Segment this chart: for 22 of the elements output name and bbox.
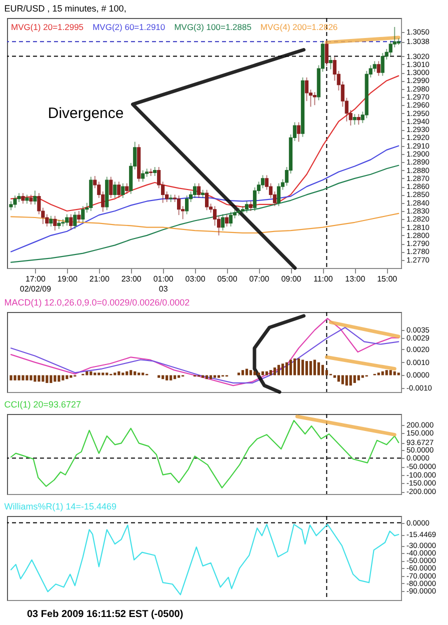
chart-title: EUR/USD , 15 minutes, # 100, — [4, 3, 126, 14]
x-tick-label: 05:00 — [217, 274, 238, 284]
x-tick-label: 03:00 — [185, 274, 206, 284]
x-tick-label: 21:00 — [89, 274, 110, 284]
text: MVG(1) 20=1.2995 — [11, 22, 84, 32]
chart-title: Williams%R(1) 14=-15.4469 — [4, 501, 117, 512]
text: MVG(3) 100=1.2885 — [174, 22, 252, 32]
x-tick-label: 19:00 — [57, 274, 78, 284]
x-tick-label: 01:00 03 — [153, 274, 174, 294]
x-tick-label: 13:00 — [345, 274, 366, 284]
text: 03 Feb 2009 16:11:52 EST (-0500) — [27, 609, 184, 620]
x-tick-label: 11:00 — [313, 274, 334, 284]
x-tick-label: 09:00 — [281, 274, 302, 284]
x-tick-label: 07:00 — [249, 274, 270, 284]
text: MVG(4) 200=1.2826 — [260, 22, 338, 32]
chart-title: CCI(1) 20=93.6727 — [4, 399, 82, 410]
text: MVG(2) 60=1.2910 — [92, 22, 166, 32]
x-tick-label: 15:00 — [377, 274, 398, 284]
annotation: Divergence — [48, 105, 124, 122]
chart-title: MACD(1) 12.0,26.0,9.0=0.0029/0.0026/0.0002 — [4, 297, 190, 308]
x-tick-label: 17:00 02/02/09 — [20, 274, 52, 294]
x-tick-label: 23:00 — [121, 274, 142, 284]
